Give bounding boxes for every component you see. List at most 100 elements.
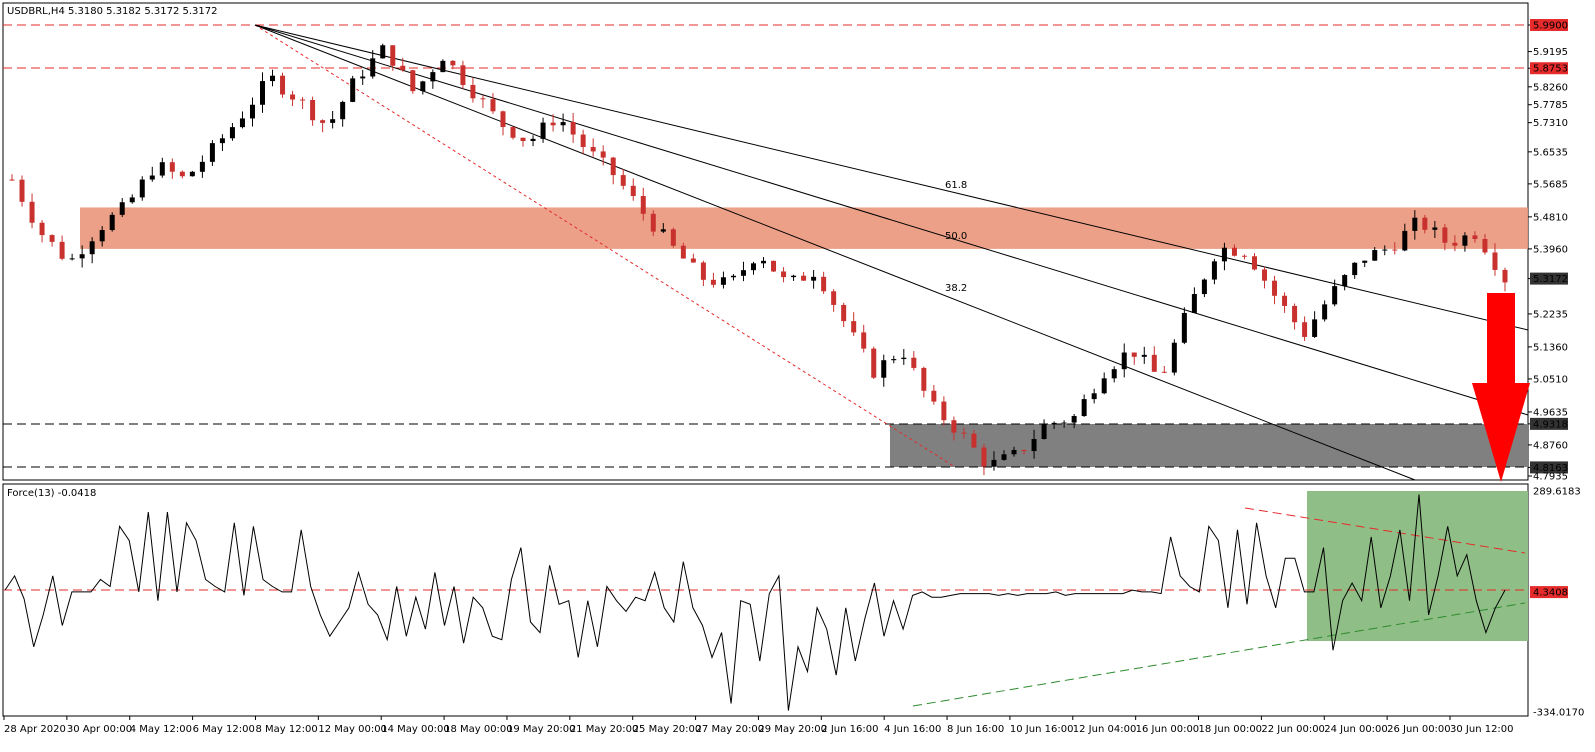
fib-label-38-2: 38.2 [945,283,967,294]
candle-body [841,304,847,322]
price-label-box [1530,62,1568,75]
fib-label-61-8: 61.8 [945,180,967,191]
candle-body [1302,322,1308,337]
candle-body [730,275,736,278]
candle-body [1141,354,1147,357]
time-tick-label: 4 May 12:00 [130,724,192,735]
indicator-header: Force(13) -0.0418 [7,488,96,499]
candle-body [1021,449,1027,452]
candle-body [460,65,466,85]
time-tick-label: 4 Jun 16:00 [884,724,941,735]
candle-body [1091,393,1097,400]
candle-body [400,65,406,71]
candle-body [961,432,967,434]
candle-body [610,157,616,176]
candle-body [1322,304,1328,320]
price-tick-label: 5.7310 [1533,118,1568,129]
candle-body [119,202,125,215]
candle-body [239,118,245,128]
force-axis: 289.6183 4.3408 -334.0170 [1530,487,1584,719]
candle-body [811,276,817,281]
price-tick-label: 5.6535 [1533,147,1568,158]
candle-body [761,260,767,264]
price-tick-label: 5.1360 [1533,342,1568,353]
candle-body [1352,262,1358,276]
candle-body [370,58,376,77]
candle-body [1231,247,1237,256]
price-tick-label: 5.8260 [1533,82,1568,93]
time-tick-label: 16 Jun 00:00 [1136,724,1200,735]
time-tick-label: 30 Apr 00:00 [67,724,132,735]
candle-body [911,357,917,368]
force-index-line [4,494,1506,711]
candle-body [580,134,586,148]
candle-body [1241,255,1247,257]
price-label-box [1530,19,1568,31]
price-tick-label: 5.4810 [1533,212,1568,223]
time-tick-label: 14 May 00:00 [381,724,450,735]
candle-body [981,447,987,467]
candle-body [280,75,286,95]
candle-body [1051,422,1057,425]
price-tick-label: 5.8753 [1533,64,1568,75]
candle-body [951,420,957,433]
candle-body [901,357,907,360]
candle-body [971,433,977,448]
candle-body [1161,371,1167,373]
candle-body [1181,312,1187,343]
candle-body [1422,217,1428,230]
candle-body [851,321,857,333]
candle-body [781,271,787,278]
support-zone [890,424,1528,467]
candle-body [39,222,45,236]
candle-body [1201,279,1207,295]
price-tick-label: 5.7785 [1533,100,1568,111]
price-tick-label: 5.3172 [1533,274,1568,285]
price-tick-label: 4.9318 [1533,419,1568,430]
resistance-zone [80,207,1528,249]
candles-group [9,43,1508,476]
candle-body [710,279,716,285]
candle-body [791,275,797,278]
price-tick-label: 4.9635 [1533,407,1568,418]
candle-body [881,360,887,378]
candle-body [1272,280,1278,296]
force-ascending-trendline [912,602,1526,707]
candle-body [390,45,396,66]
candle-body [270,75,276,82]
candle-body [871,348,877,378]
time-tick-label: 26 Jun 00:00 [1387,724,1451,735]
candle-body [340,101,346,120]
candle-body [229,127,235,139]
force-tick-label: -334.0170 [1533,708,1584,719]
time-tick-label: 6 May 12:00 [193,724,255,735]
candle-body [891,359,897,361]
candle-body [1382,249,1388,251]
candle-body [1101,378,1107,394]
time-tick-label: 12 May 00:00 [318,724,387,735]
candle-body [310,99,316,121]
candle-body [159,162,165,176]
candle-body [570,122,576,135]
candle-body [1452,242,1458,246]
candle-body [1011,449,1017,455]
force-label-box [1530,586,1568,599]
candle-body [1031,439,1037,452]
time-tick-label: 22 Jun 00:00 [1261,724,1325,735]
candle-body [490,99,496,112]
candle-body [630,185,636,197]
candle-body [1292,305,1298,323]
price-label-box [1530,461,1568,474]
price-label-box [1530,272,1568,285]
fib-fan-61-8 [254,24,1529,331]
candle-body [750,263,756,271]
candle-body [931,390,937,402]
candle-body [1251,256,1257,270]
time-tick-label: 30 Jun 12:00 [1450,724,1514,735]
time-tick-label: 25 May 20:00 [633,724,702,735]
candle-body [861,332,867,349]
candle-body [1282,295,1288,306]
candle-body [440,60,446,73]
candle-body [1342,275,1348,287]
candle-body [59,241,65,259]
